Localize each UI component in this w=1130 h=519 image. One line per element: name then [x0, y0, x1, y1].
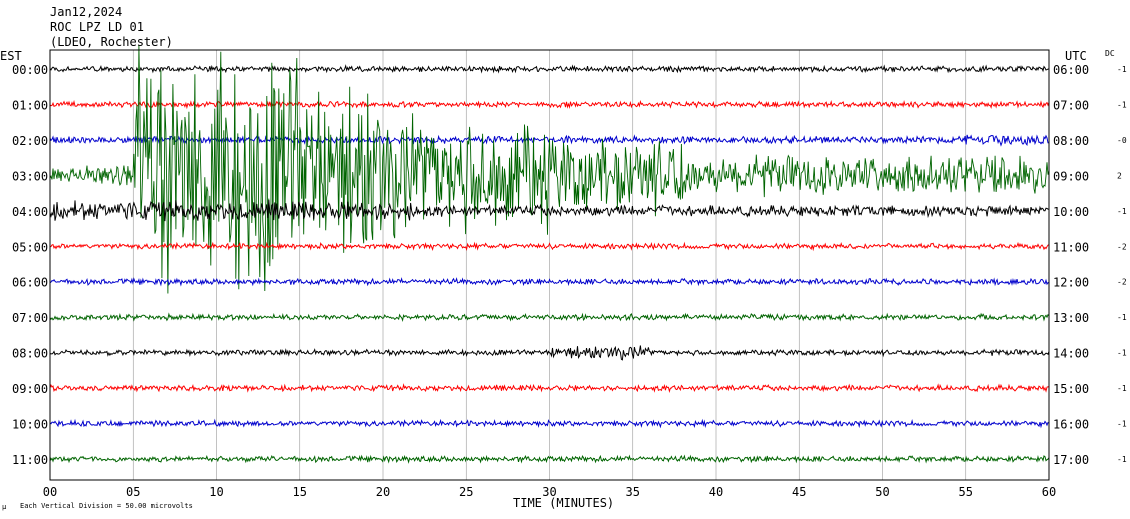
row-label-est: 09:00 — [12, 382, 48, 396]
dc-title: DC — [1105, 49, 1115, 58]
row-label-est: 02:00 — [12, 134, 48, 148]
trace-row-0500 — [49, 241, 1050, 252]
row-label-dc: -1 — [1117, 455, 1127, 464]
row-label-dc: -0 — [1117, 136, 1127, 145]
row-label-dc: -1 — [1117, 313, 1127, 322]
row-label-est: 07:00 — [12, 311, 48, 325]
x-tick-label: 40 — [709, 485, 723, 499]
row-label-dc: -2 — [1117, 242, 1127, 251]
x-tick-label: 45 — [792, 485, 806, 499]
trace-row-0300 — [49, 45, 1050, 294]
row-label-utc: 16:00 — [1053, 418, 1089, 432]
row-labels: 00:00 06:00 -1 01:00 07:00 -1 02:00 08:00 -0 03:0… — [12, 63, 1127, 467]
row-label-est: 04:00 — [12, 205, 48, 219]
trace-row-0100 — [49, 99, 1050, 110]
row-label-est: 00:00 — [12, 63, 48, 77]
row-label-est: 06:00 — [12, 276, 48, 290]
left-axis-title: EST — [0, 49, 22, 63]
scale-icon: μ — [2, 503, 7, 511]
row-label-utc: 13:00 — [1053, 311, 1089, 325]
header-date: Jan12,2024 — [50, 5, 122, 19]
row-label-utc: 09:00 — [1053, 169, 1089, 183]
row-label-est: 05:00 — [12, 240, 48, 254]
x-tick-label: 00 — [43, 485, 57, 499]
row-label-dc: -1 — [1117, 207, 1127, 216]
row-label-est: 08:00 — [12, 347, 48, 361]
x-tick-label: 60 — [1042, 485, 1056, 499]
row-label-utc: 10:00 — [1053, 205, 1089, 219]
row-label-est: 03:00 — [12, 169, 48, 183]
footer-note: Each Vertical Division = 50.00 microvolt… — [20, 502, 193, 510]
row-label-utc: 06:00 — [1053, 63, 1089, 77]
x-tick-label: 05 — [126, 485, 140, 499]
row-label-est: 11:00 — [12, 453, 48, 467]
x-tick-label: 25 — [459, 485, 473, 499]
row-label-dc: -2 — [1117, 278, 1127, 287]
row-label-utc: 11:00 — [1053, 240, 1089, 254]
x-tick-label: 20 — [376, 485, 390, 499]
trace-row-1100 — [49, 454, 1050, 464]
row-label-utc: 15:00 — [1053, 382, 1089, 396]
row-label-utc: 07:00 — [1053, 98, 1089, 112]
x-tick-label: 10 — [209, 485, 223, 499]
header-station: ROC LPZ LD 01 — [50, 20, 144, 34]
traces — [49, 45, 1050, 464]
row-label-utc: 12:00 — [1053, 276, 1089, 290]
row-label-utc: 14:00 — [1053, 347, 1089, 361]
plot-frame — [49, 49, 1050, 481]
x-tick-labels: 00 05 10 15 20 25 30 35 40 45 50 55 60 — [43, 485, 1056, 499]
row-label-utc: 08:00 — [1053, 134, 1089, 148]
trace-row-1000 — [49, 418, 1050, 429]
grid — [49, 50, 1050, 480]
x-axis-label: TIME (MINUTES) — [513, 496, 614, 510]
trace-row-0400 — [49, 199, 1050, 222]
row-label-dc: -1 — [1117, 420, 1127, 429]
trace-row-0000 — [49, 64, 1050, 74]
x-tick-label: 50 — [875, 485, 889, 499]
x-tick-label: 30 — [542, 485, 556, 499]
row-label-dc: -1 — [1117, 384, 1127, 393]
row-label-dc: -1 — [1117, 65, 1127, 74]
right-axis-title: UTC — [1065, 49, 1087, 63]
x-tick-label: 55 — [959, 485, 973, 499]
x-tick-label: 35 — [626, 485, 640, 499]
x-tick-label: 15 — [293, 485, 307, 499]
row-label-dc: -1 — [1117, 100, 1127, 109]
row-label-utc: 17:00 — [1053, 453, 1089, 467]
trace-row-0700 — [49, 312, 1050, 322]
row-label-dc: -1 — [1117, 349, 1127, 358]
trace-row-0900 — [49, 383, 1050, 393]
row-label-est: 10:00 — [12, 418, 48, 432]
trace-row-0800 — [49, 345, 1050, 361]
row-label-dc: 2 — [1117, 171, 1122, 180]
header-network: (LDEO, Rochester) — [50, 35, 173, 49]
trace-row-0600 — [49, 277, 1050, 287]
row-label-est: 01:00 — [12, 98, 48, 112]
